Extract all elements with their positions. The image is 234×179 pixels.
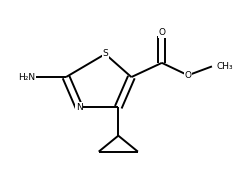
Text: H₂N: H₂N [18,72,35,82]
Text: O: O [158,28,165,37]
Text: N: N [76,103,82,112]
Text: S: S [102,49,108,59]
Text: CH₃: CH₃ [216,62,233,71]
Text: O: O [184,71,191,80]
